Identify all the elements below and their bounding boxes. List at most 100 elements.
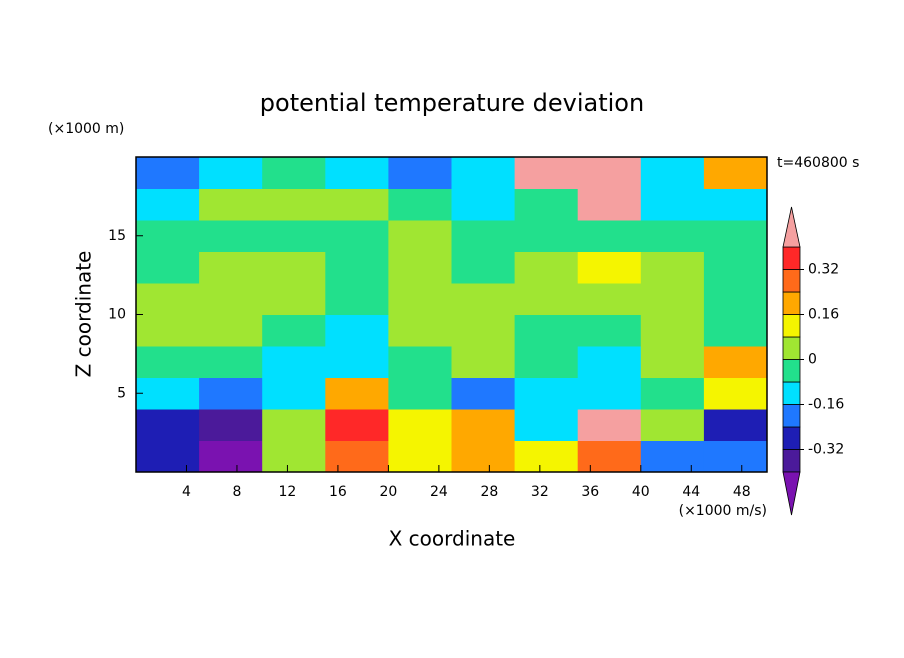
contour-cell [703,409,768,441]
x-tick-label: 16 [329,484,347,500]
contour-cell [388,440,452,473]
colorbar-tick-label: 0.32 [808,262,839,278]
x-tick-label: 12 [279,484,297,500]
contour-cell [514,220,579,252]
x-tick-label: 32 [531,484,549,500]
contour-cell [451,251,516,284]
colorbar-segment [782,449,801,473]
contour-cell [199,251,263,284]
colorbar-segment [782,291,801,315]
contour-cell [703,314,768,347]
contour-cell [703,283,768,315]
contour-cell [325,314,389,347]
contour-cell [262,346,326,378]
colorbar-segment [782,426,801,450]
contour-cell [703,440,768,473]
contour-cell [325,346,389,378]
chart-title: potential temperature deviation [260,89,644,117]
contour-cell [514,188,579,221]
y-tick-label: 10 [108,307,126,323]
colorbar-tick-label: -0.16 [808,397,844,413]
contour-cell [325,377,389,410]
contour-cell [136,409,200,441]
x-tick-label: 48 [733,484,751,500]
contour-cell [640,283,705,315]
contour-cell [640,377,705,410]
contour-cell [262,283,326,315]
contour-cell [640,440,705,473]
contour-cell [325,409,389,441]
x-tick-label: 40 [632,484,650,500]
contour-cell [262,251,326,284]
contour-cell [451,377,516,410]
contour-cell [640,346,705,378]
colorbar-segment [782,269,801,293]
contour-cell [451,409,516,441]
y-unit: (×1000 m) [48,121,124,137]
x-axis-label: X coordinate [389,527,516,551]
contour-cell [199,283,263,315]
colorbar-segment [782,246,801,270]
contour-cell [388,251,452,284]
x-tick-label: 4 [182,484,191,500]
contour-cell [640,220,705,252]
contour-cell [451,220,516,252]
colorbar-tick-label: 0.16 [808,307,839,323]
time-annotation: t=460800 s [777,155,859,171]
contour-cell [703,220,768,252]
contour-cell [451,188,516,221]
contour-cell [388,314,452,347]
colorbar-segment [782,359,801,383]
contour-cell [577,314,642,347]
contour-cell [136,283,200,315]
contour-cell [514,157,579,189]
contour-cell [136,157,200,189]
contour-cell [388,283,452,315]
contour-cell [514,283,579,315]
colorbar-tick-label: -0.32 [808,442,844,458]
contour-cell [577,440,642,473]
contour-cell [451,314,516,347]
x-tick-label: 20 [379,484,397,500]
contour-cell [199,314,263,347]
contour-cell [577,283,642,315]
colorbar-segment [782,404,801,428]
contour-cell [451,346,516,378]
colorbar-extend-high [782,206,801,248]
contour-cell [577,409,642,441]
x-unit: (×1000 m/s) [679,503,767,519]
contour-cell [199,220,263,252]
contour-cell [262,220,326,252]
contour-cell [577,157,642,189]
contour-cell [577,251,642,284]
contour-cell [199,157,263,189]
contour-cell [640,251,705,284]
contour-cell [451,440,516,473]
x-tick-label: 36 [581,484,599,500]
contour-cell [136,188,200,221]
colorbar-segment [782,314,801,338]
contour-cell [388,220,452,252]
x-tick-label: 28 [480,484,498,500]
contour-cell [514,377,579,410]
contour-cell [640,409,705,441]
colorbar-segment [782,336,801,360]
y-tick-label: 15 [108,228,126,244]
contour-cell [703,251,768,284]
contour-cell [262,377,326,410]
colorbar-extend-low [782,471,801,516]
contour-cell [199,409,263,441]
contour-cell [640,188,705,221]
colorbar-segment [782,381,801,405]
contour-cell [514,314,579,347]
contour-cell [514,251,579,284]
contour-cell [577,346,642,378]
contour-cell [577,377,642,410]
contour-cell [199,346,263,378]
contour-cell [262,440,326,473]
contour-cell [262,314,326,347]
contour-cell [703,346,768,378]
contour-cell [514,440,579,473]
contour-cell [262,188,326,221]
